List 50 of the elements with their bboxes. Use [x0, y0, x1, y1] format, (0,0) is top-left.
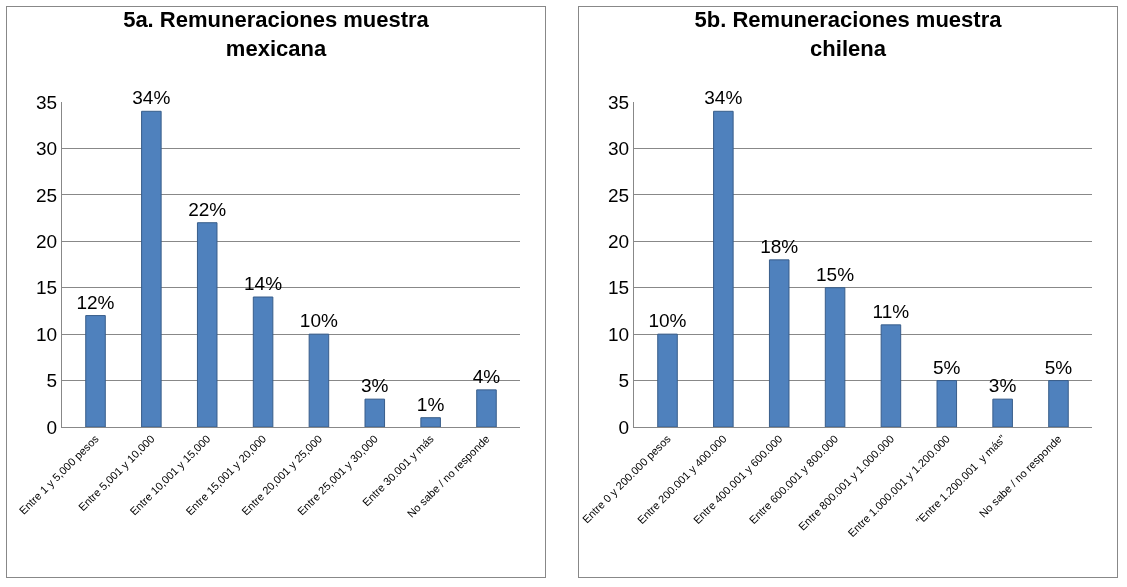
y-tick-label: 15: [36, 277, 58, 299]
bar: [713, 110, 734, 427]
y-tick-label: 25: [608, 184, 630, 206]
data-label: 18%: [760, 235, 799, 257]
bar: [420, 417, 441, 427]
y-tick-label: 0: [46, 416, 58, 438]
data-label: 3%: [988, 375, 1017, 397]
data-label: 3%: [361, 375, 389, 397]
y-tick-label: 35: [608, 91, 630, 113]
data-label: 1%: [416, 393, 445, 415]
y-tick-label: 5: [618, 370, 630, 392]
bar: [992, 398, 1013, 427]
bar: [196, 222, 218, 427]
chart-title: 5b. Remuneraciones muestra chilena: [694, 6, 1003, 61]
data-label: 4%: [472, 365, 501, 387]
y-tick-label: 25: [36, 184, 58, 206]
bar: [308, 333, 330, 427]
y-tick-label: 5: [46, 370, 58, 392]
data-label: 34%: [132, 87, 171, 109]
bar: [768, 259, 790, 427]
data-label: 5%: [933, 356, 961, 378]
bar: [1048, 380, 1069, 427]
bar: [476, 389, 497, 427]
data-label: 5%: [1044, 356, 1073, 378]
bar: [880, 324, 902, 427]
bar: [824, 287, 846, 427]
y-tick-label: 10: [608, 323, 630, 345]
data-label: 22%: [188, 198, 227, 220]
y-tick-label: 10: [36, 323, 58, 345]
bar: [141, 110, 162, 427]
bar: [936, 380, 958, 427]
data-label: 10%: [299, 310, 338, 332]
y-tick-label: 30: [608, 138, 630, 160]
y-tick-label: 20: [608, 230, 630, 252]
data-label: 10%: [648, 310, 687, 332]
bar: [85, 315, 106, 427]
data-label: 14%: [244, 273, 283, 294]
y-tick-label: 15: [608, 277, 630, 299]
y-tick-label: 0: [618, 416, 630, 438]
bar: [364, 398, 386, 427]
y-tick-label: 20: [36, 230, 58, 252]
chart-title: 5a. Remuneraciones muestra mexicana: [123, 6, 430, 61]
bar: [252, 296, 274, 427]
y-tick-label: 30: [36, 138, 58, 160]
data-label: 34%: [704, 87, 743, 109]
y-tick-label: 35: [36, 91, 58, 113]
data-label: 15%: [816, 263, 855, 285]
bar: [657, 333, 678, 427]
data-label: 11%: [872, 300, 910, 322]
data-label: 12%: [76, 291, 115, 313]
